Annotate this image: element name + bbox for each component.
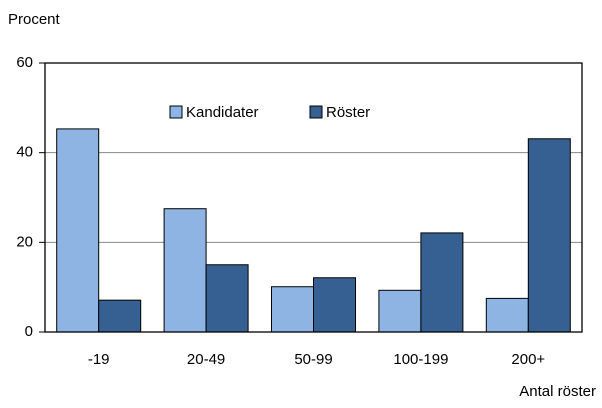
bar bbox=[163, 208, 207, 333]
x-tick-label: -19 bbox=[88, 351, 110, 368]
bar bbox=[98, 299, 142, 333]
bar bbox=[420, 232, 464, 333]
y-tick-label: 40 bbox=[16, 144, 33, 161]
legend-label: Kandidater bbox=[186, 104, 259, 121]
x-tick-label: 20-49 bbox=[187, 351, 225, 368]
y-tick-label: 20 bbox=[16, 233, 33, 250]
x-tick-label: 100-199 bbox=[393, 351, 448, 368]
x-tick-label: 200+ bbox=[511, 351, 545, 368]
legend-swatch bbox=[169, 105, 183, 119]
y-tick-label: 0 bbox=[25, 323, 33, 340]
bar bbox=[485, 297, 529, 333]
y-tick-label: 60 bbox=[16, 54, 33, 71]
bar bbox=[378, 289, 422, 333]
bar bbox=[56, 128, 100, 333]
bar bbox=[205, 264, 249, 333]
bar bbox=[527, 138, 571, 333]
x-axis-title: Antal röster bbox=[519, 383, 596, 400]
plot-frame bbox=[44, 62, 583, 333]
legend-swatch bbox=[309, 105, 323, 119]
bar bbox=[271, 286, 314, 333]
bar bbox=[313, 277, 356, 333]
y-axis-title: Procent bbox=[8, 11, 61, 28]
legend-label: Röster bbox=[326, 104, 370, 121]
x-tick-label: 50-99 bbox=[294, 351, 332, 368]
